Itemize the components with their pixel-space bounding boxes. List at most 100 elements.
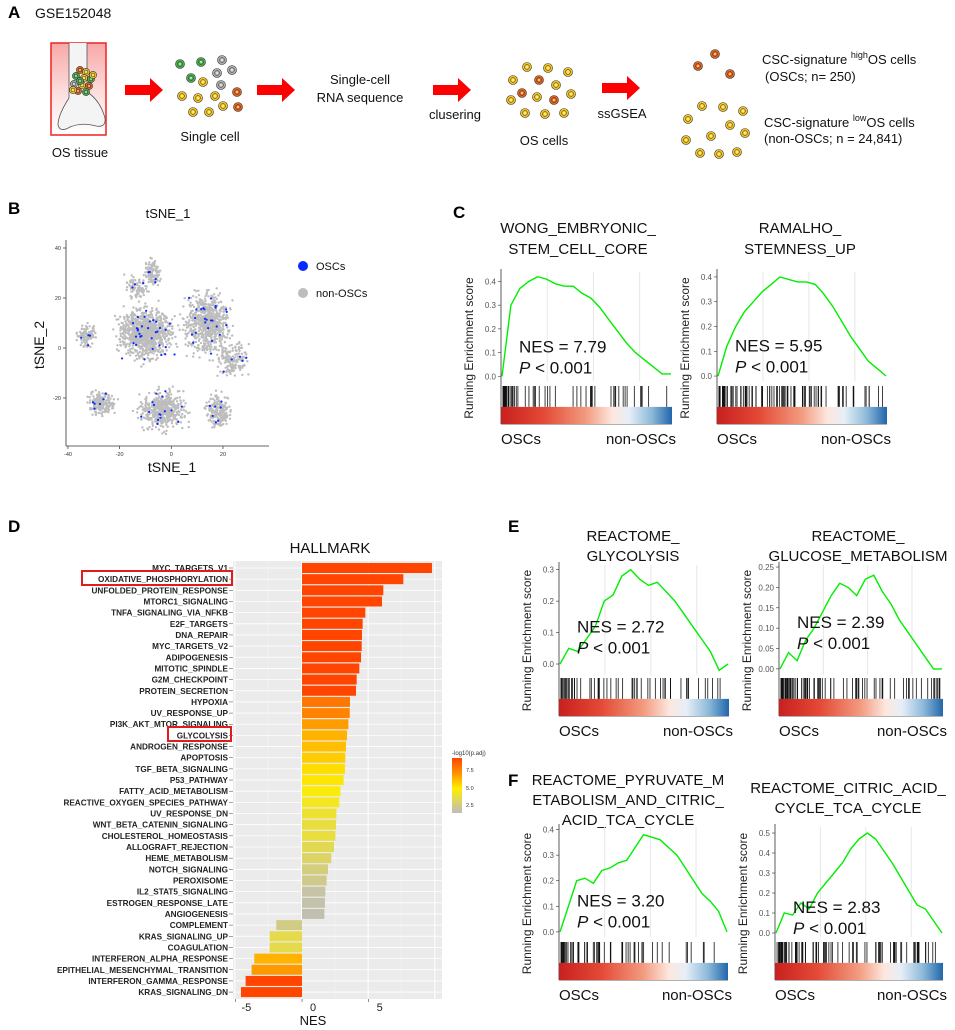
non-osc-point: [96, 398, 99, 401]
non-osc-point: [197, 304, 200, 308]
non-osc-point: [218, 360, 221, 363]
non-osc-point: [229, 308, 232, 311]
pathway-label: ADIPOGENESIS: [166, 653, 229, 662]
gsea-title-line: RAMALHO_: [759, 220, 842, 237]
gsea-title-line: REACTOME_: [811, 528, 905, 545]
non-osc-point: [224, 413, 227, 416]
non-osc-point: [182, 390, 185, 393]
non-osc-point: [134, 350, 138, 353]
pathway-label: HYPOXIA: [191, 698, 228, 707]
non-osc-point: [240, 352, 244, 356]
y-tick-label: 0.0: [543, 660, 555, 669]
non-osc-point: [173, 404, 177, 407]
non-osc-point: [162, 334, 165, 338]
non-osc-point: [164, 321, 167, 324]
panel-label-b: B: [8, 199, 20, 218]
non-osc-point: [85, 340, 88, 344]
non-osc-point: [139, 345, 142, 348]
non-osc-point: [215, 353, 219, 357]
non-osc-point: [205, 288, 209, 292]
non-osc-point: [153, 401, 157, 404]
non-osc-point: [235, 343, 239, 346]
bar-allograft-rejection: [302, 842, 334, 852]
pathway-label: REACTIVE_OXYGEN_SPECIES_PATHWAY: [63, 798, 228, 807]
non-osc-point: [151, 424, 155, 427]
non-osc-point: [105, 409, 108, 412]
tsne-points: [75, 256, 250, 436]
non-osc-point: [231, 299, 234, 302]
non-osc-point: [210, 308, 213, 312]
non-osc-point: [216, 403, 220, 406]
pathway-label: KRAS_SIGNALING_UP: [139, 932, 229, 941]
non-osc-point: [225, 422, 228, 426]
non-osc-point: [217, 422, 221, 426]
non-osc-point: [131, 327, 134, 330]
non-osc-point: [192, 355, 195, 358]
non-osc-point: [215, 287, 218, 290]
non-osc-point: [138, 337, 142, 341]
non-osc-point: [110, 394, 114, 398]
osc-point: [220, 400, 223, 403]
cell-icon: [186, 73, 196, 83]
non-osc-point: [207, 342, 210, 346]
non-osc-point: [155, 317, 159, 320]
cell-icon: [732, 147, 742, 157]
pathway-label: MYC_TARGETS_V2: [152, 642, 228, 651]
bar-apoptosis: [302, 752, 346, 763]
bar-g2m-checkpoint: [302, 674, 357, 685]
non-osc-point: [154, 328, 157, 331]
non-osc-point: [144, 322, 148, 325]
osc-point: [91, 401, 95, 404]
non-osc-point: [179, 421, 183, 424]
non-osc-point: [141, 402, 144, 405]
non-osc-point: [226, 365, 229, 369]
non-osc-point: [107, 395, 111, 399]
non-osc-point: [152, 405, 156, 409]
non-osc-point: [188, 319, 191, 322]
osc-point: [88, 334, 92, 337]
non-osc-point: [197, 326, 201, 329]
non-osc-point: [160, 342, 163, 346]
non-osc-point: [75, 331, 79, 335]
non-osc-point: [237, 340, 241, 344]
non-osc-point: [170, 421, 174, 425]
pathway-label: UV_RESPONSE_DN: [150, 810, 228, 819]
non-osc-point: [215, 394, 218, 397]
osc-point: [206, 327, 210, 330]
non-osc-point: [157, 387, 161, 391]
non-osc-point: [196, 349, 199, 352]
non-osc-point: [166, 321, 169, 324]
non-osc-point: [159, 346, 162, 350]
y-tick-label: 0.2: [701, 323, 713, 332]
non-osc-point: [128, 342, 132, 345]
non-osc-point: [145, 407, 148, 411]
non-osc-point: [130, 351, 134, 355]
osc-point: [205, 318, 208, 321]
osc-point: [143, 315, 146, 318]
non-osc-point: [221, 331, 225, 334]
non-osc-point: [161, 425, 165, 429]
non-osc-point: [128, 328, 132, 332]
non-osc-point: [153, 265, 156, 268]
non-osc-point: [109, 397, 112, 400]
non-osc-point: [165, 413, 168, 417]
bar-kras-signaling-up: [269, 931, 302, 942]
osc-point: [195, 308, 198, 311]
bar-protein-secretion: [302, 685, 356, 696]
non-osc-point: [167, 395, 170, 398]
non-osc-point: [100, 412, 104, 416]
non-osc-point: [136, 337, 139, 341]
non-osc-point: [151, 262, 154, 266]
non-osc-point: [122, 305, 125, 308]
non-osc-point: [125, 281, 129, 285]
non-osc-point: [215, 406, 219, 409]
non-osc-point: [187, 425, 190, 429]
non-osc-point: [214, 333, 218, 336]
non-osc-point: [240, 344, 243, 347]
non-osc-point: [88, 401, 92, 404]
non-osc-point: [209, 397, 212, 401]
non-osc-point: [140, 365, 143, 368]
panel-label-f: F: [508, 771, 518, 790]
non-osc-point: [171, 419, 174, 423]
non-osc-point: [194, 337, 197, 340]
